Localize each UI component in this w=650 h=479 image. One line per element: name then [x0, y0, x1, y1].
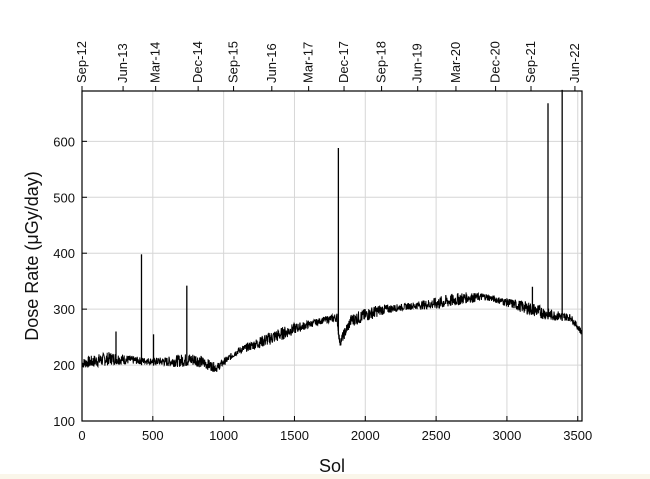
y-tick-label: 600 — [53, 134, 75, 149]
top-date-labels: Sep-12 Jun-13 Mar-14 Dec-14 Sep-15 Jun-16 Mar-… — [74, 41, 582, 83]
top-date-label: Mar-20 — [448, 42, 463, 83]
top-date-label: Sep-15 — [226, 41, 241, 83]
y-tick-label: 300 — [53, 302, 75, 317]
y-tick-labels: 100 200 300 400 500 600 — [53, 134, 75, 429]
x-tick-label: 1500 — [280, 428, 309, 443]
top-date-label: Sep-18 — [374, 41, 389, 83]
plot-frame — [81, 90, 583, 422]
x-tick-label: 500 — [142, 428, 164, 443]
top-date-label: Jun-22 — [567, 43, 582, 83]
x-tick-label: 1000 — [209, 428, 238, 443]
x-axis-title: Sol — [319, 456, 345, 476]
x-tick-labels: 0 500 1000 1500 2000 2500 3000 3500 — [78, 428, 592, 443]
top-date-label: Mar-14 — [148, 42, 163, 83]
y-tick-label: 500 — [53, 190, 75, 205]
x-tick-label: 3000 — [492, 428, 521, 443]
bottom-band — [0, 474, 650, 479]
top-date-label: Jun-19 — [410, 43, 425, 83]
top-date-label: Dec-20 — [488, 41, 503, 83]
top-date-label: Dec-14 — [190, 41, 205, 83]
y-tick-label: 400 — [53, 246, 75, 261]
x-tick-label: 2000 — [351, 428, 380, 443]
x-tick-label: 2500 — [422, 428, 451, 443]
x-tick-label: 3500 — [563, 428, 592, 443]
grid-lines — [82, 91, 582, 421]
y-tick-label: 100 — [53, 414, 75, 429]
dose-rate-line — [81, 292, 583, 373]
x-tick-label: 0 — [78, 428, 85, 443]
top-date-label: Jun-13 — [115, 43, 130, 83]
dose-rate-series — [81, 89, 583, 373]
axis-ticks — [81, 86, 579, 422]
top-date-label: Jun-16 — [264, 43, 279, 83]
top-date-label: Sep-21 — [523, 41, 538, 83]
y-axis-title: Dose Rate (μGy/day) — [22, 171, 42, 340]
y-tick-label: 200 — [53, 358, 75, 373]
top-date-label: Sep-12 — [74, 41, 89, 83]
top-date-label: Mar-17 — [301, 42, 316, 83]
top-date-label: Dec-17 — [336, 41, 351, 83]
